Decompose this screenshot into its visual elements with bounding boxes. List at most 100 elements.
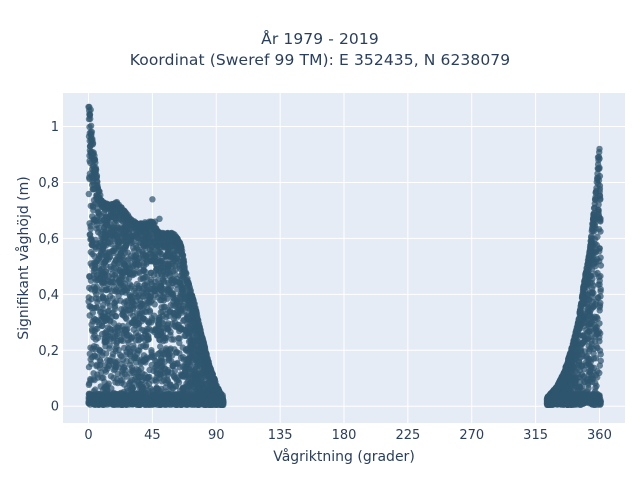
data-point xyxy=(576,378,583,386)
data-point xyxy=(139,315,147,322)
data-point xyxy=(558,395,565,402)
data-point xyxy=(98,288,105,295)
data-point xyxy=(91,152,98,159)
data-point xyxy=(97,192,104,199)
data-point xyxy=(576,361,583,368)
data-point xyxy=(579,350,586,358)
data-point xyxy=(162,345,170,352)
data-point xyxy=(138,365,145,372)
data-point xyxy=(157,291,164,299)
data-point xyxy=(103,333,110,341)
data-points xyxy=(85,103,605,408)
data-point xyxy=(563,365,570,373)
data-point xyxy=(93,172,101,179)
data-point xyxy=(127,391,134,398)
data-point xyxy=(93,240,100,247)
data-point xyxy=(89,185,97,193)
data-point xyxy=(210,375,218,382)
data-point xyxy=(121,381,128,388)
data-point xyxy=(166,400,173,407)
data-point xyxy=(104,239,112,246)
data-point xyxy=(157,257,164,265)
data-point xyxy=(156,244,163,251)
data-point xyxy=(161,303,169,311)
data-point xyxy=(91,376,98,384)
data-point xyxy=(198,332,205,339)
data-point xyxy=(572,381,579,388)
data-point xyxy=(126,281,134,288)
data-point xyxy=(151,400,158,407)
data-point xyxy=(100,395,108,403)
data-point xyxy=(90,207,97,214)
data-point xyxy=(85,381,93,388)
data-point xyxy=(122,242,130,249)
data-point xyxy=(589,293,596,301)
data-point xyxy=(592,355,600,362)
data-point xyxy=(108,288,115,295)
data-point xyxy=(97,347,104,354)
data-point xyxy=(581,277,589,284)
data-point xyxy=(144,325,151,332)
data-point xyxy=(140,243,147,250)
data-point xyxy=(180,317,187,325)
data-point xyxy=(122,226,130,233)
data-point xyxy=(170,302,177,309)
data-point xyxy=(129,227,136,234)
data-point xyxy=(88,398,95,405)
data-point xyxy=(587,399,594,406)
data-point xyxy=(100,296,108,303)
data-point xyxy=(94,325,101,332)
data-point xyxy=(141,281,148,288)
data-point xyxy=(179,373,186,380)
data-point xyxy=(174,392,181,400)
data-point xyxy=(87,236,94,243)
data-point xyxy=(597,228,604,235)
data-point xyxy=(583,267,591,274)
data-point xyxy=(89,141,97,148)
data-point xyxy=(87,122,95,129)
data-point xyxy=(590,350,597,357)
data-point xyxy=(591,317,598,324)
data-point xyxy=(129,385,137,392)
data-point xyxy=(203,350,210,358)
data-point xyxy=(184,330,191,337)
data-point xyxy=(174,398,181,405)
data-point xyxy=(101,362,109,369)
data-point xyxy=(184,313,191,320)
data-point xyxy=(589,327,597,335)
data-point xyxy=(102,268,110,275)
data-point xyxy=(192,365,199,373)
data-point xyxy=(109,395,116,403)
data-point xyxy=(596,362,603,369)
data-point xyxy=(122,262,129,270)
data-point xyxy=(186,384,193,392)
data-point xyxy=(185,355,192,362)
data-point xyxy=(153,358,160,365)
data-point xyxy=(574,393,581,400)
data-point xyxy=(578,371,585,378)
data-point xyxy=(114,337,121,345)
data-point xyxy=(101,234,108,241)
data-point xyxy=(86,174,93,181)
data-point xyxy=(576,315,583,323)
data-point xyxy=(179,363,186,370)
data-point xyxy=(89,345,96,352)
data-point xyxy=(171,250,179,257)
data-point xyxy=(153,384,160,391)
data-point xyxy=(163,287,171,294)
data-point xyxy=(106,342,113,349)
data-point xyxy=(173,377,181,384)
data-point xyxy=(194,346,202,354)
data-point xyxy=(144,375,151,382)
data-point xyxy=(207,397,214,405)
data-point xyxy=(87,223,94,230)
data-point xyxy=(589,288,596,296)
data-point xyxy=(179,251,187,259)
data-point xyxy=(189,295,197,303)
data-point xyxy=(166,309,173,316)
data-point xyxy=(130,369,137,376)
data-point xyxy=(594,269,601,277)
data-point xyxy=(177,307,184,314)
data-point xyxy=(593,258,600,266)
data-point xyxy=(587,241,594,249)
